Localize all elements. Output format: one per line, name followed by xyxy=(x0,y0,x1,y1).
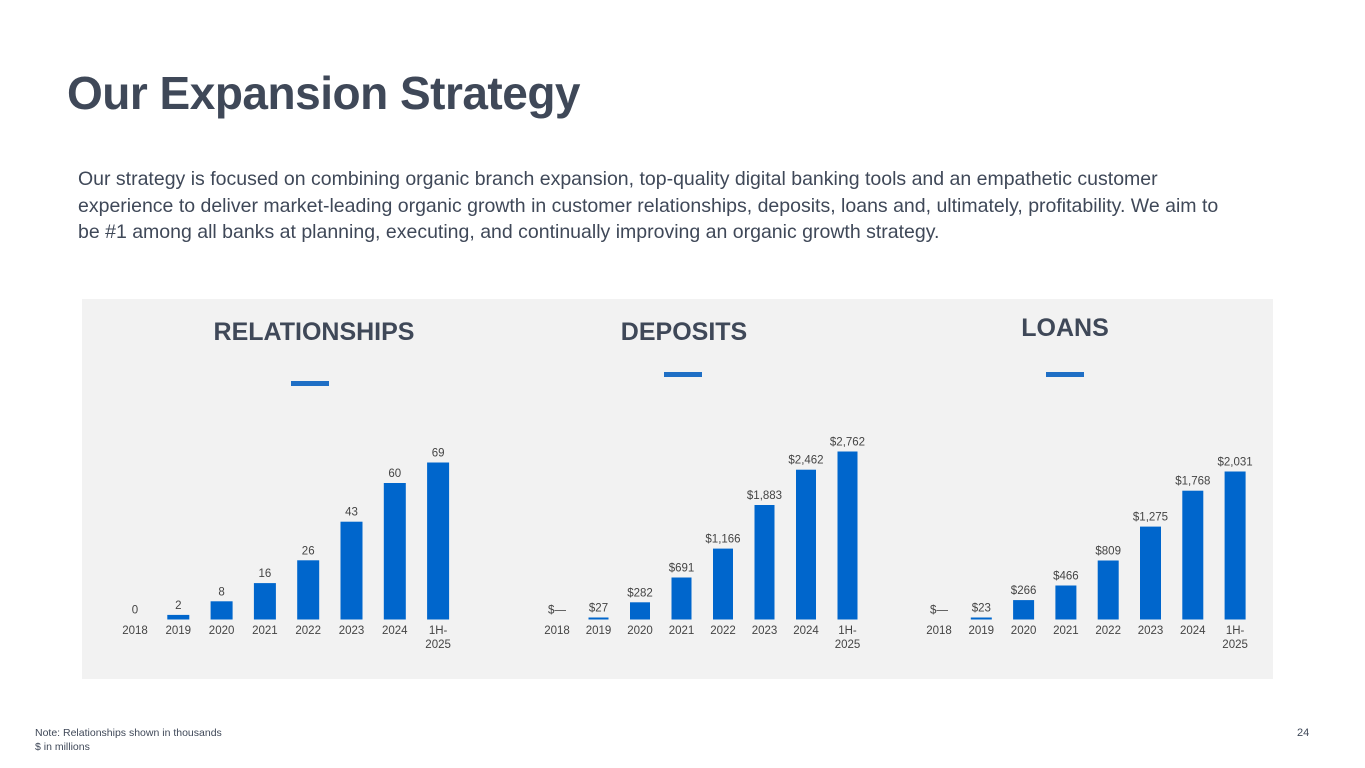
relationships-value-label: 8 xyxy=(218,586,224,598)
relationships-value-label: 69 xyxy=(432,448,445,460)
deposits-value-label: $2,462 xyxy=(788,455,823,467)
loans-value-label: $1,768 xyxy=(1175,476,1210,488)
loans-accent-dash xyxy=(1046,372,1084,377)
deposits-value-label: $282 xyxy=(627,587,653,599)
relationships-bar xyxy=(210,601,233,620)
loans-category-label: 1H-2025 xyxy=(1222,625,1248,651)
deposits-category-label: 2018 xyxy=(544,625,570,637)
deposits-category-label: 2020 xyxy=(627,625,653,637)
loans-category-label: 2022 xyxy=(1095,625,1121,637)
loans-value-label: $266 xyxy=(1011,585,1037,597)
deposits-value-label: $— xyxy=(548,605,566,617)
deposits-bar xyxy=(630,602,650,620)
relationships-category-label: 2024 xyxy=(382,625,408,637)
relationships-category-label: 1H-2025 xyxy=(425,625,451,651)
deposits-category-label: 2019 xyxy=(586,625,612,637)
loans-value-label: $1,275 xyxy=(1133,512,1168,524)
deposits-bar xyxy=(713,548,733,620)
relationships-category-label: 2023 xyxy=(339,625,365,637)
relationships-bar xyxy=(253,583,276,620)
footnote-currency-unit: $ in millions xyxy=(35,740,90,753)
loans-bar xyxy=(1055,585,1077,620)
relationships-category-label: 2022 xyxy=(295,625,321,637)
loans-value-label: $— xyxy=(930,605,948,617)
page-number: 24 xyxy=(1297,727,1310,739)
deposits-bar xyxy=(588,617,609,620)
loans-category-label: 2018 xyxy=(926,625,952,637)
footnote: Note: Relationships shown in thousands $… xyxy=(35,727,222,754)
loans-bar xyxy=(1182,490,1204,620)
relationships-bar xyxy=(297,560,320,620)
deposits-value-label: $2,762 xyxy=(830,437,865,449)
relationships-bar xyxy=(167,614,190,620)
deposits-category-label: 2024 xyxy=(793,625,819,637)
loans-bar xyxy=(1140,526,1161,620)
deposits-category-label: 2023 xyxy=(752,625,778,637)
deposits-category-label: 1H-2025 xyxy=(835,625,861,651)
loans-category-label: 2024 xyxy=(1180,625,1206,637)
relationships-chart-title: RELATIONSHIPS xyxy=(213,318,415,346)
deposits-chart-title: DEPOSITS xyxy=(620,318,748,346)
loans-bar xyxy=(1224,471,1246,620)
loans-value-label: $2,031 xyxy=(1218,457,1253,469)
deposits-value-label: $1,166 xyxy=(705,534,740,546)
loans-bar xyxy=(970,617,992,620)
relationships-category-label: 2019 xyxy=(166,625,192,637)
deposits-value-label: $1,883 xyxy=(747,490,782,502)
deposits-bar xyxy=(796,469,816,620)
deposits-category-label: 2022 xyxy=(710,625,736,637)
relationships-bar xyxy=(340,521,363,620)
deposits-bar xyxy=(671,577,692,620)
relationships-value-label: 26 xyxy=(302,545,315,557)
loans-category-label: 2023 xyxy=(1138,625,1164,637)
relationships-value-label: 0 xyxy=(132,605,138,617)
loans-category-label: 2021 xyxy=(1053,625,1079,637)
loans-bar xyxy=(1097,560,1119,620)
relationships-bar xyxy=(383,483,406,620)
relationships-accent-dash xyxy=(291,381,329,386)
relationships-category-label: 2021 xyxy=(252,625,278,637)
relationships-value-label: 16 xyxy=(259,568,272,580)
footnote-relationships-unit: Note: Relationships shown in thousands xyxy=(35,727,222,739)
loans-category-label: 2019 xyxy=(969,625,995,637)
relationships-bar xyxy=(427,462,450,620)
deposits-value-label: $691 xyxy=(669,563,695,575)
deposits-bar xyxy=(837,451,858,620)
page-title: Our Expansion Strategy xyxy=(67,67,581,119)
loans-bar xyxy=(1013,600,1035,620)
deposits-value-label: $27 xyxy=(589,603,608,615)
loans-value-label: $809 xyxy=(1095,546,1121,558)
relationships-value-label: 60 xyxy=(388,468,401,480)
deposits-category-label: 2021 xyxy=(669,625,695,637)
strategy-description: Our strategy is focused on combining org… xyxy=(78,168,1219,243)
deposits-bar xyxy=(754,505,775,620)
relationships-category-label: 2018 xyxy=(122,625,148,637)
relationships-value-label: 43 xyxy=(345,507,358,519)
deposits-accent-dash xyxy=(664,372,702,377)
relationships-value-label: 2 xyxy=(175,600,181,612)
loans-value-label: $466 xyxy=(1053,571,1079,583)
loans-category-label: 2020 xyxy=(1011,625,1037,637)
relationships-category-label: 2020 xyxy=(209,625,235,637)
loans-value-label: $23 xyxy=(972,603,991,615)
loans-chart-title: LOANS xyxy=(1021,314,1109,342)
